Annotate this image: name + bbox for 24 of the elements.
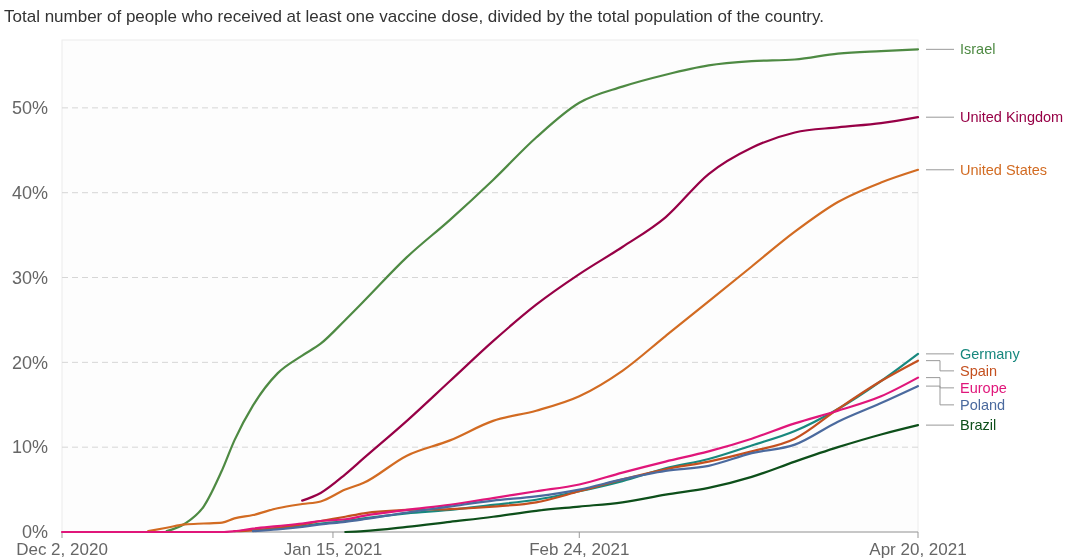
x-tick-label: Feb 24, 2021 [529, 540, 630, 559]
x-tick-label: Dec 2, 2020 [16, 540, 108, 559]
y-tick-label: 50% [11, 98, 48, 119]
y-tick-label: 10% [11, 437, 48, 458]
y-tick-label: 20% [11, 352, 48, 373]
y-tick-label: 30% [11, 267, 48, 288]
x-tick-label: Jan 15, 2021 [283, 540, 383, 559]
line-series [165, 48, 920, 533]
line-series [344, 424, 920, 534]
y-tick-label: 0% [21, 522, 48, 543]
text: Poland [960, 396, 1006, 413]
line-series [251, 385, 920, 533]
text: United States [960, 161, 1048, 178]
line-series [147, 168, 920, 533]
text: Israel [960, 41, 996, 58]
text: Germany [960, 345, 1021, 362]
text: Brazil [960, 417, 997, 434]
text: Spain [960, 362, 998, 379]
text: United Kingdom [960, 109, 1064, 126]
chart-title: Total number of people who received at least one vaccine dose, divided by the total population of the country. [4, 7, 824, 26]
text: Europe [960, 379, 1007, 396]
y-tick-label: 40% [11, 182, 48, 203]
line-series [301, 116, 920, 502]
x-tick-label: Apr 20, 2021 [869, 540, 967, 559]
